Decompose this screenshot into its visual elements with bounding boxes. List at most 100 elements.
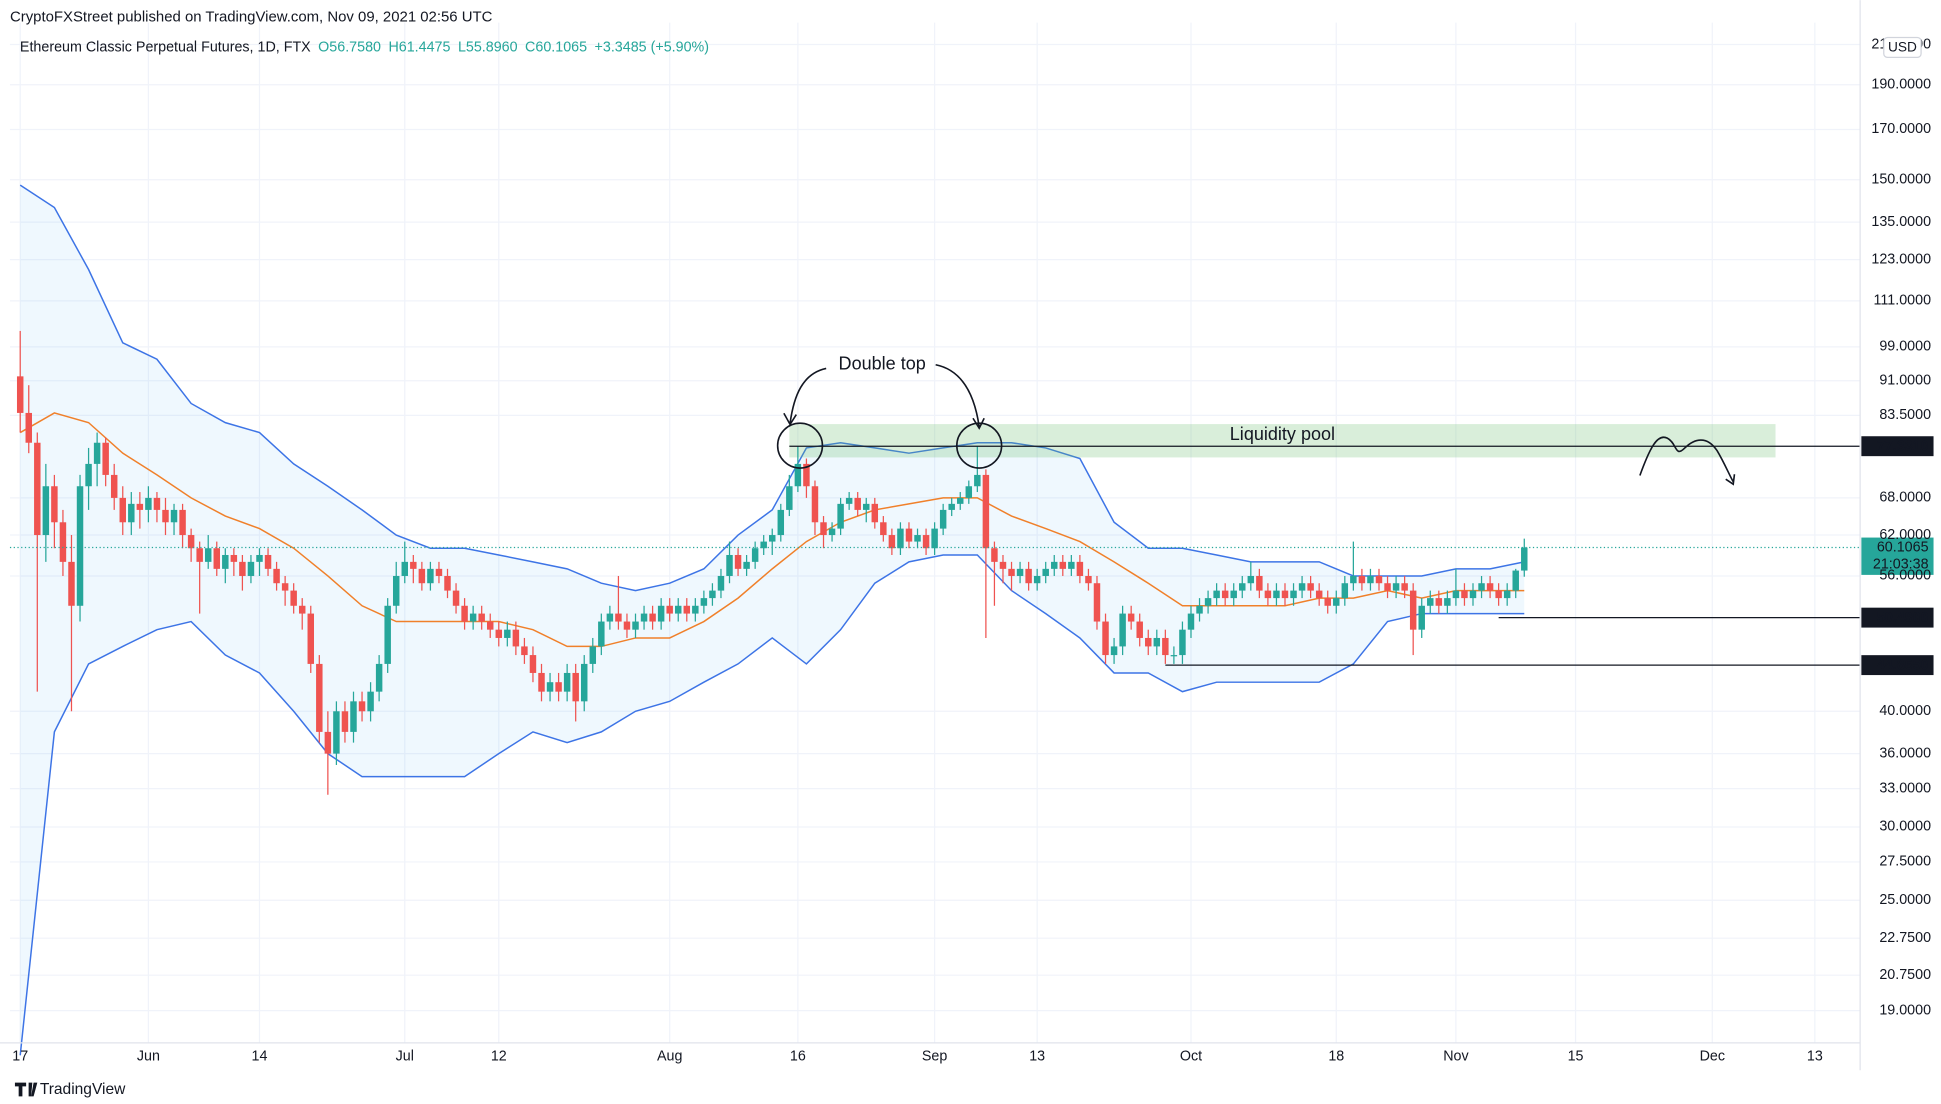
- candle-body: [1239, 583, 1246, 591]
- candle-body: [213, 548, 220, 569]
- candle-body: [1136, 621, 1143, 638]
- candle-body: [1042, 568, 1049, 576]
- annotations: [776, 363, 1736, 486]
- candle-body: [606, 613, 614, 622]
- candle-body: [230, 554, 238, 562]
- candle-body: [546, 682, 554, 692]
- candle-body: [136, 503, 144, 510]
- candle-body: [504, 629, 511, 638]
- candle-body: [1418, 605, 1425, 630]
- x-tick-label: Jul: [396, 1048, 414, 1064]
- candle-body: [1521, 547, 1528, 571]
- candle-body: [1315, 590, 1323, 599]
- candle-body: [965, 486, 973, 498]
- candle-body: [854, 497, 861, 510]
- candle-body: [657, 605, 665, 622]
- legend-ohlc: H61.4475: [388, 39, 450, 55]
- candle-body: [786, 486, 793, 510]
- y-tick-label: 56.0000: [1879, 568, 1931, 584]
- candle-body: [991, 548, 998, 562]
- x-tick-label: 16: [790, 1048, 806, 1064]
- x-tick-label: Sep: [922, 1048, 947, 1064]
- candle-body: [239, 561, 246, 576]
- double-top-circle: [776, 422, 824, 469]
- candle-body: [435, 568, 443, 576]
- projection-path: [1639, 436, 1736, 486]
- candle-body: [1016, 568, 1024, 576]
- candle-body: [751, 548, 759, 562]
- candle-body: [777, 509, 785, 536]
- candle-body: [675, 605, 682, 614]
- candle-body: [1409, 590, 1417, 630]
- footer: TradingView: [40, 1081, 126, 1098]
- legend-ohlc: L55.8960: [458, 39, 518, 55]
- y-tick-label: 40.0000: [1879, 703, 1931, 719]
- candle-body: [1085, 575, 1092, 584]
- candle-body: [760, 541, 767, 549]
- candle-body: [717, 575, 725, 591]
- candle-body: [1051, 561, 1058, 569]
- candle-body: [247, 561, 255, 576]
- candle-body: [444, 575, 451, 591]
- candle-body: [478, 613, 485, 622]
- candle-body: [1247, 575, 1255, 584]
- y-tick-label: 36.0000: [1879, 745, 1931, 761]
- band-line: [19, 554, 1525, 1056]
- candle-body: [273, 568, 280, 584]
- candle-body: [102, 442, 109, 475]
- candle-body: [1008, 568, 1015, 576]
- candle-body: [1110, 646, 1118, 656]
- candle-body: [1435, 598, 1443, 606]
- candle-body: [939, 509, 947, 529]
- candle-body: [1179, 629, 1186, 656]
- candle-body: [974, 474, 981, 487]
- candle-body: [512, 629, 520, 647]
- candle-body: [828, 528, 836, 536]
- candle-body: [42, 486, 50, 536]
- candle-body: [1512, 570, 1519, 591]
- band-line: [19, 184, 1525, 592]
- candle-body: [521, 646, 528, 656]
- band-fill: [20, 185, 1525, 1056]
- y-tick-label: 30.0000: [1879, 819, 1931, 835]
- candle-body: [1495, 590, 1502, 599]
- y-tick-label: 27.5000: [1879, 854, 1931, 870]
- candle-body: [1290, 590, 1297, 599]
- y-tick-label: 68.0000: [1879, 490, 1931, 506]
- countdown: 21:03:38: [1873, 557, 1929, 573]
- candle-body: [615, 613, 622, 622]
- y-tick-label: 33.0000: [1879, 780, 1931, 796]
- candle-body: [1427, 598, 1434, 606]
- candle-body: [1059, 561, 1067, 569]
- candle-body: [384, 605, 391, 664]
- y-tick-label: 150.0000: [1871, 172, 1931, 188]
- candle-body: [598, 621, 605, 647]
- candle-body: [948, 503, 955, 510]
- candle-body: [256, 554, 263, 562]
- candle-body: [905, 528, 913, 542]
- y-tick-label: 25.0000: [1879, 892, 1931, 908]
- candle-body: [538, 672, 545, 692]
- candle-body: [1145, 637, 1152, 647]
- candle-body: [1068, 561, 1075, 569]
- y-tick-label: 20.7500: [1879, 967, 1931, 983]
- x-tick-label: Jun: [137, 1048, 160, 1064]
- candle-body: [59, 522, 67, 562]
- candle-body: [700, 598, 708, 606]
- level-box: [1861, 436, 1934, 457]
- x-tick-label: Dec: [1700, 1048, 1725, 1064]
- candle-body: [1196, 605, 1203, 614]
- candle-body: [820, 522, 827, 536]
- last-price-label: 60.1065: [1877, 539, 1929, 555]
- candle-body: [341, 711, 349, 732]
- y-tick-label: 83.5000: [1879, 407, 1931, 423]
- x-tick-label: Nov: [1443, 1048, 1469, 1064]
- x-tick-label: 13: [1807, 1048, 1823, 1064]
- candle-body: [350, 701, 357, 732]
- candle-body: [1281, 590, 1289, 599]
- candle-body: [1170, 655, 1178, 657]
- y-tick-label: 123.0000: [1871, 251, 1931, 267]
- candle-body: [769, 535, 776, 542]
- y-tick-label: 99.0000: [1879, 339, 1931, 355]
- candle-body: [196, 548, 203, 562]
